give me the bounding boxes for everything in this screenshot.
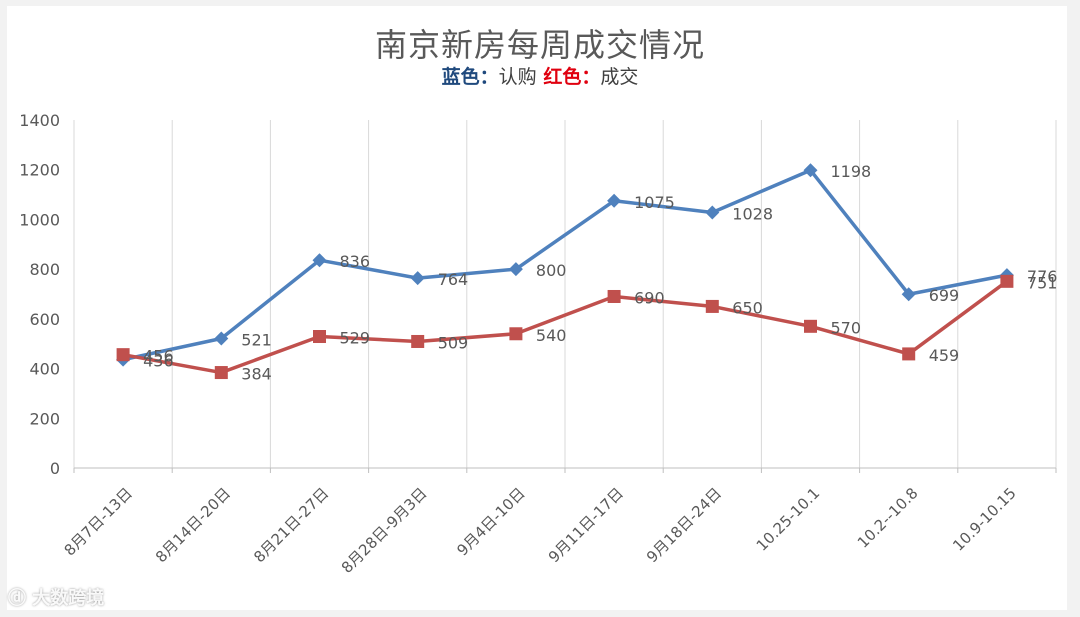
data-label: 690 bbox=[634, 288, 665, 307]
series-line-2 bbox=[122, 279, 1008, 375]
data-label: 1198 bbox=[831, 162, 872, 181]
data-point-diamond bbox=[214, 331, 229, 346]
data-label: 699 bbox=[929, 286, 960, 305]
data-label: 521 bbox=[241, 330, 272, 349]
series-line-1 bbox=[122, 168, 1008, 362]
data-label: 764 bbox=[438, 270, 469, 289]
y-tick-label: 200 bbox=[29, 409, 60, 428]
watermark-text: 大数跨境 bbox=[32, 588, 105, 609]
x-tick-label: 10.9-10.15 bbox=[949, 484, 1020, 555]
x-tick-label: 9月18日-24日 bbox=[643, 484, 725, 566]
y-tick-label: 400 bbox=[29, 360, 60, 379]
y-tick-label: 0 bbox=[50, 459, 60, 478]
data-point-diamond bbox=[508, 262, 523, 277]
y-tick-label: 1400 bbox=[19, 111, 60, 130]
series1-name: 认购 bbox=[498, 66, 537, 88]
data-point-diamond bbox=[803, 163, 818, 178]
y-tick-label: 1200 bbox=[19, 161, 60, 180]
data-point-square bbox=[214, 366, 228, 380]
data-label: 459 bbox=[929, 346, 960, 365]
x-tick-label: 9月11日-17日 bbox=[545, 484, 627, 566]
x-tick-label: 8月7日-13日 bbox=[61, 484, 136, 559]
y-tick-label: 1000 bbox=[19, 210, 60, 229]
data-label: 776 bbox=[1027, 267, 1058, 286]
data-point-square bbox=[1000, 274, 1014, 288]
data-label: 1075 bbox=[634, 193, 675, 212]
data-label: 650 bbox=[732, 298, 763, 317]
data-point-diamond bbox=[705, 205, 720, 220]
data-label: 570 bbox=[831, 318, 862, 337]
x-tick-label: 8月28日-9月3日 bbox=[338, 484, 431, 577]
data-point-square bbox=[116, 348, 130, 362]
data-point-square bbox=[804, 319, 817, 333]
x-tick-label: 9月4日-10日 bbox=[453, 484, 528, 559]
subtitle-colon: ： bbox=[581, 66, 601, 88]
x-tick-label: 8月14日-20日 bbox=[152, 484, 234, 566]
series bbox=[116, 163, 1014, 380]
data-point-diamond bbox=[901, 287, 916, 302]
data-label: 836 bbox=[340, 252, 371, 271]
chart-subtitle: 蓝色：认购 红色：成交 bbox=[0, 62, 1080, 89]
data-label: 540 bbox=[536, 326, 567, 345]
subtitle-colon: ： bbox=[479, 66, 499, 88]
watermark-logo-icon: ⓓ bbox=[8, 588, 26, 609]
data-point-diamond bbox=[410, 271, 425, 286]
watermark: ⓓ 大数跨境 bbox=[8, 584, 104, 610]
x-tick-label: 10.25-10.1 bbox=[753, 484, 824, 555]
data-label: 1028 bbox=[732, 204, 773, 223]
series2-name: 成交 bbox=[600, 66, 639, 88]
chart-area bbox=[7, 6, 1067, 610]
data-point-diamond bbox=[312, 253, 327, 268]
y-tick-label: 600 bbox=[29, 310, 60, 329]
data-point-square bbox=[509, 327, 523, 341]
data-labels: 436 521 836 764 800 1075 1028 1198 699 776 456 384 5… bbox=[143, 162, 1057, 383]
data-label: 800 bbox=[536, 261, 567, 280]
data-point-square bbox=[705, 299, 719, 313]
data-point-square bbox=[313, 330, 326, 344]
series1-color-label: 蓝色 bbox=[441, 66, 480, 88]
x-tick-label: 8月21日-27日 bbox=[250, 484, 332, 566]
x-tick-label: 10.2--10.8 bbox=[854, 484, 922, 552]
data-point-square bbox=[411, 334, 425, 348]
data-point-diamond bbox=[607, 193, 622, 208]
data-label: 509 bbox=[438, 333, 469, 352]
chart-title: 南京新房每周成交情况 bbox=[374, 26, 705, 64]
data-point-square bbox=[607, 289, 621, 303]
data-label: 384 bbox=[241, 365, 272, 384]
data-label: 529 bbox=[340, 329, 371, 348]
data-label: 751 bbox=[1027, 273, 1058, 292]
grid-lines bbox=[73, 120, 1057, 468]
data-label: 436 bbox=[143, 352, 174, 371]
data-label: 456 bbox=[143, 347, 174, 366]
data-point-square bbox=[902, 347, 916, 361]
y-tick-label: 800 bbox=[29, 260, 60, 279]
series2-color-label: 红色 bbox=[543, 66, 582, 88]
